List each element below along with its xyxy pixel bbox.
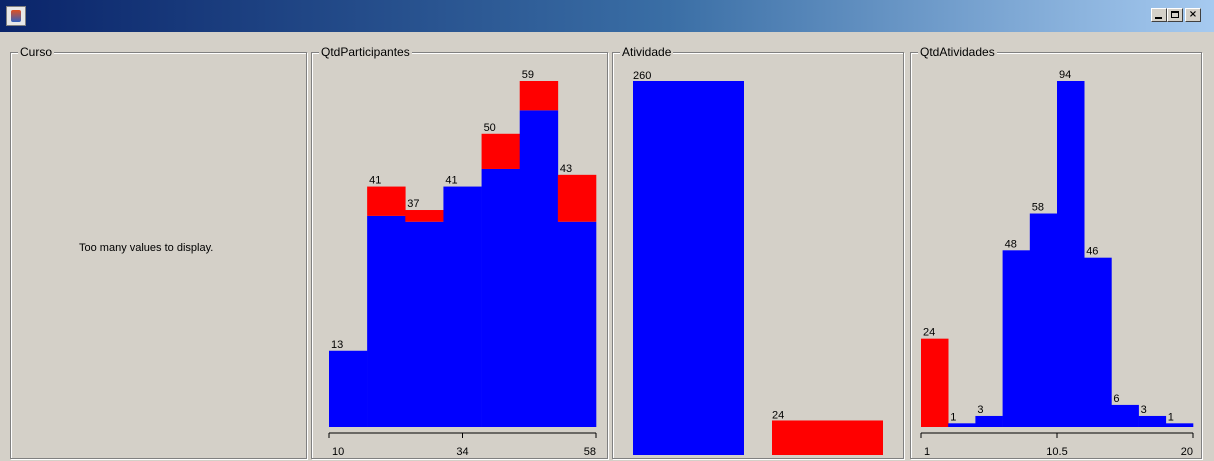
bar-segment — [405, 221, 444, 427]
bar — [772, 420, 883, 455]
x-tick-label: 20 — [1181, 446, 1193, 458]
bar-segment — [948, 423, 976, 427]
bar-value-label: 13 — [331, 339, 343, 351]
bar-segment — [921, 338, 949, 427]
bar-segment — [329, 350, 368, 427]
bar-value-label: 48 — [1005, 238, 1017, 250]
bar-segment — [1111, 404, 1139, 427]
bar-value-label: 37 — [407, 198, 419, 210]
bar-value-label: 3 — [977, 404, 983, 416]
bar-value-label: 41 — [369, 175, 381, 187]
bar-segment — [557, 174, 597, 222]
bar-segment — [1165, 423, 1194, 427]
x-tick-label: 58 — [584, 446, 596, 458]
bar-value-label: 6 — [1113, 393, 1119, 405]
bar-value-label: 260 — [633, 70, 651, 82]
java-app-icon — [6, 6, 26, 26]
qtdatividades-panel-title: QtdAtividades — [918, 45, 997, 59]
too-many-values-message: Too many values to display. — [79, 242, 214, 254]
bar-value-label: 50 — [484, 122, 496, 134]
x-tick-label: 10.5 — [1046, 446, 1067, 458]
qtdparticipantes-panel — [311, 52, 608, 459]
bar-value-label: 43 — [560, 163, 572, 175]
atividade-panel-title: Atividade — [620, 45, 674, 59]
curso-panel-title: Curso — [18, 45, 55, 59]
bar-value-label: 3 — [1141, 404, 1147, 416]
bar-segment — [557, 221, 597, 427]
qtdparticipantes-panel-title: QtdParticipantes — [319, 45, 412, 59]
bar-segment — [481, 168, 521, 427]
bar-segment — [405, 210, 444, 222]
bar-value-label: 24 — [923, 327, 935, 339]
x-tick-label: 1 — [924, 446, 930, 458]
bar-segment — [1057, 81, 1085, 427]
bar-segment — [367, 215, 406, 427]
bar-value-label: 24 — [772, 409, 784, 421]
bar-value-label: 58 — [1032, 202, 1044, 214]
bar-segment — [367, 186, 406, 216]
bar-segment — [1029, 213, 1058, 427]
atividade-panel — [612, 52, 904, 459]
bar-value-label: 41 — [445, 175, 457, 187]
bar-segment — [481, 133, 521, 169]
bar-value-label: 1 — [1168, 411, 1174, 423]
maximize-button[interactable] — [1167, 8, 1183, 22]
x-tick-label: 34 — [456, 446, 468, 458]
bar-segment — [1002, 250, 1031, 427]
title-bar: × — [0, 0, 1214, 32]
curso-panel — [10, 52, 307, 459]
bar-segment — [519, 81, 559, 111]
bar-value-label: 94 — [1059, 69, 1071, 81]
bar-segment — [1084, 257, 1112, 427]
bar-segment — [519, 110, 559, 428]
bar-value-label: 1 — [950, 411, 956, 423]
bar-segment — [443, 186, 482, 427]
qtdatividades-panel — [910, 52, 1202, 459]
bar — [633, 81, 744, 455]
close-button[interactable]: × — [1185, 8, 1201, 22]
bar-value-label: 46 — [1086, 246, 1098, 258]
x-tick-label: 10 — [332, 446, 344, 458]
bar-value-label: 59 — [522, 69, 534, 81]
bar-segment — [1138, 415, 1167, 427]
bar-segment — [975, 415, 1003, 427]
minimize-button[interactable] — [1151, 8, 1167, 22]
